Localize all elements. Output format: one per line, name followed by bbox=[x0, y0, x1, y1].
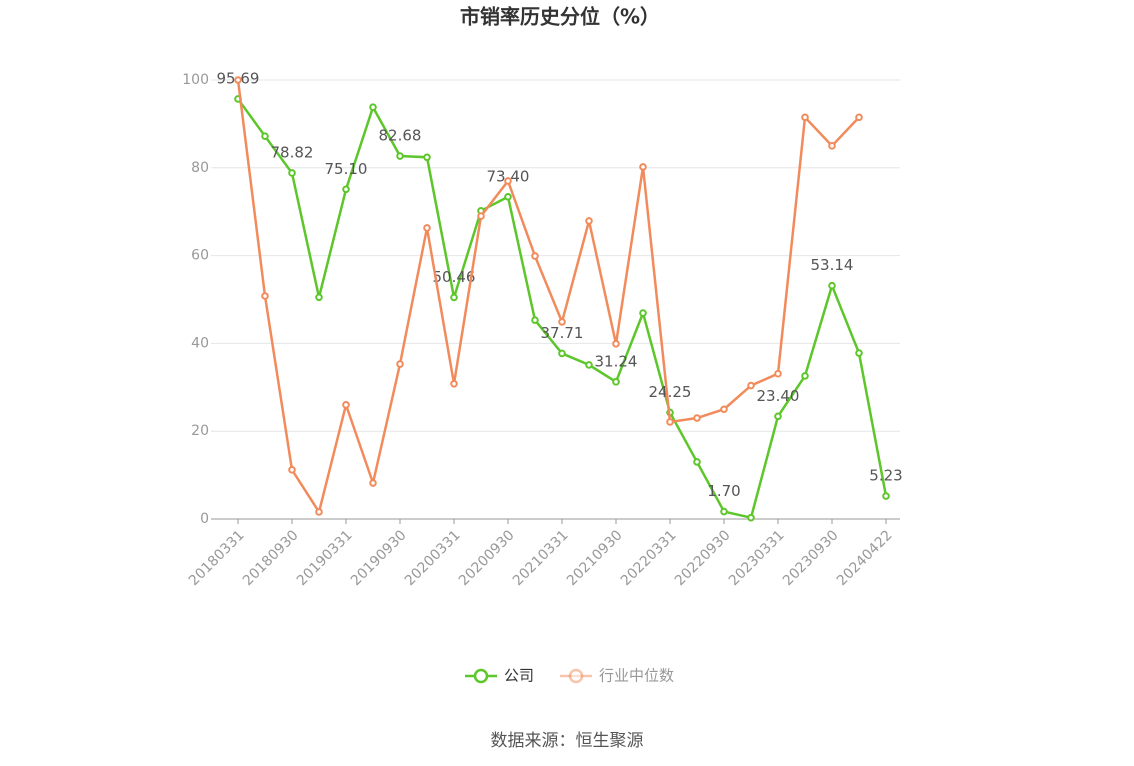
point bbox=[774, 412, 782, 421]
x-tick-label: 20210331 bbox=[510, 527, 572, 589]
point bbox=[423, 153, 431, 162]
point bbox=[774, 369, 782, 378]
data-label: 31.24 bbox=[595, 352, 638, 370]
x-tick-label: 20190930 bbox=[348, 527, 410, 589]
point bbox=[342, 401, 350, 409]
point bbox=[855, 349, 863, 357]
point bbox=[369, 479, 377, 487]
point bbox=[396, 152, 404, 160]
point bbox=[450, 293, 458, 302]
y-tick-label: 20 bbox=[191, 423, 209, 439]
legend-label: 公司 bbox=[504, 667, 534, 685]
x-tick-label: 20180331 bbox=[186, 527, 248, 589]
x-tick-label: 20200331 bbox=[402, 527, 464, 589]
point bbox=[423, 224, 431, 232]
point bbox=[585, 217, 593, 225]
point bbox=[558, 349, 566, 358]
data-label: 53.14 bbox=[811, 256, 854, 274]
point bbox=[639, 309, 647, 317]
point bbox=[288, 466, 296, 474]
x-tick-label: 20190331 bbox=[294, 527, 356, 589]
data-label: 37.71 bbox=[541, 324, 584, 342]
source: 数据来源：恒生聚源 bbox=[491, 731, 644, 751]
point bbox=[693, 458, 701, 466]
point bbox=[747, 381, 755, 390]
point bbox=[288, 169, 296, 177]
point bbox=[855, 113, 863, 122]
x-tick-label: 20220331 bbox=[618, 527, 680, 589]
point bbox=[315, 293, 323, 302]
point bbox=[747, 513, 755, 522]
point bbox=[693, 414, 701, 422]
point bbox=[261, 292, 269, 300]
series-line bbox=[236, 79, 860, 516]
point bbox=[720, 507, 728, 516]
data-label: 23.40 bbox=[757, 387, 800, 405]
point bbox=[558, 318, 566, 326]
point bbox=[234, 76, 242, 84]
x-tick-label: 20230930 bbox=[780, 527, 842, 589]
point bbox=[828, 142, 836, 150]
point bbox=[315, 508, 323, 516]
data-label: 73.40 bbox=[487, 167, 530, 185]
point bbox=[396, 360, 404, 368]
point bbox=[801, 372, 809, 380]
point bbox=[504, 177, 512, 185]
point bbox=[504, 192, 512, 201]
legend-label: 行业中位数 bbox=[599, 667, 674, 685]
data-label: 24.25 bbox=[649, 383, 692, 401]
data-label: 75.10 bbox=[325, 160, 368, 178]
y-tick-label: 60 bbox=[191, 248, 209, 264]
point bbox=[882, 492, 890, 500]
y-tick-label: 40 bbox=[191, 335, 209, 351]
point bbox=[801, 113, 809, 122]
point bbox=[612, 378, 620, 386]
point bbox=[639, 163, 647, 171]
data-label: 5.23 bbox=[869, 467, 902, 485]
point bbox=[666, 418, 674, 426]
x-tick-label: 20240422 bbox=[834, 527, 896, 589]
y-tick-label: 100 bbox=[182, 72, 209, 88]
data-label: 78.82 bbox=[271, 143, 314, 161]
point bbox=[720, 405, 728, 414]
x-tick-label: 20180930 bbox=[240, 527, 302, 589]
x-tick-label: 20220930 bbox=[672, 527, 734, 589]
point bbox=[450, 379, 458, 388]
data-label: 1.70 bbox=[707, 482, 740, 500]
data-label: 82.68 bbox=[379, 127, 422, 145]
point bbox=[342, 185, 350, 194]
point bbox=[531, 252, 539, 260]
point bbox=[531, 316, 539, 324]
chart-title: 市销率历史分位（%） bbox=[460, 5, 660, 29]
y-tick-label: 80 bbox=[191, 160, 209, 176]
x-tick-label: 20230331 bbox=[726, 527, 788, 589]
point bbox=[828, 281, 836, 290]
point bbox=[612, 340, 620, 348]
x-tick-label: 20200930 bbox=[456, 527, 518, 589]
point bbox=[585, 361, 593, 369]
x-tick-label: 20210930 bbox=[564, 527, 626, 589]
point bbox=[261, 132, 269, 140]
point bbox=[369, 103, 377, 112]
legend-marker bbox=[473, 668, 489, 684]
data-label: 50.46 bbox=[433, 268, 476, 286]
point bbox=[477, 212, 485, 220]
y-tick-label: 0 bbox=[200, 511, 209, 527]
legend-marker bbox=[568, 668, 584, 684]
